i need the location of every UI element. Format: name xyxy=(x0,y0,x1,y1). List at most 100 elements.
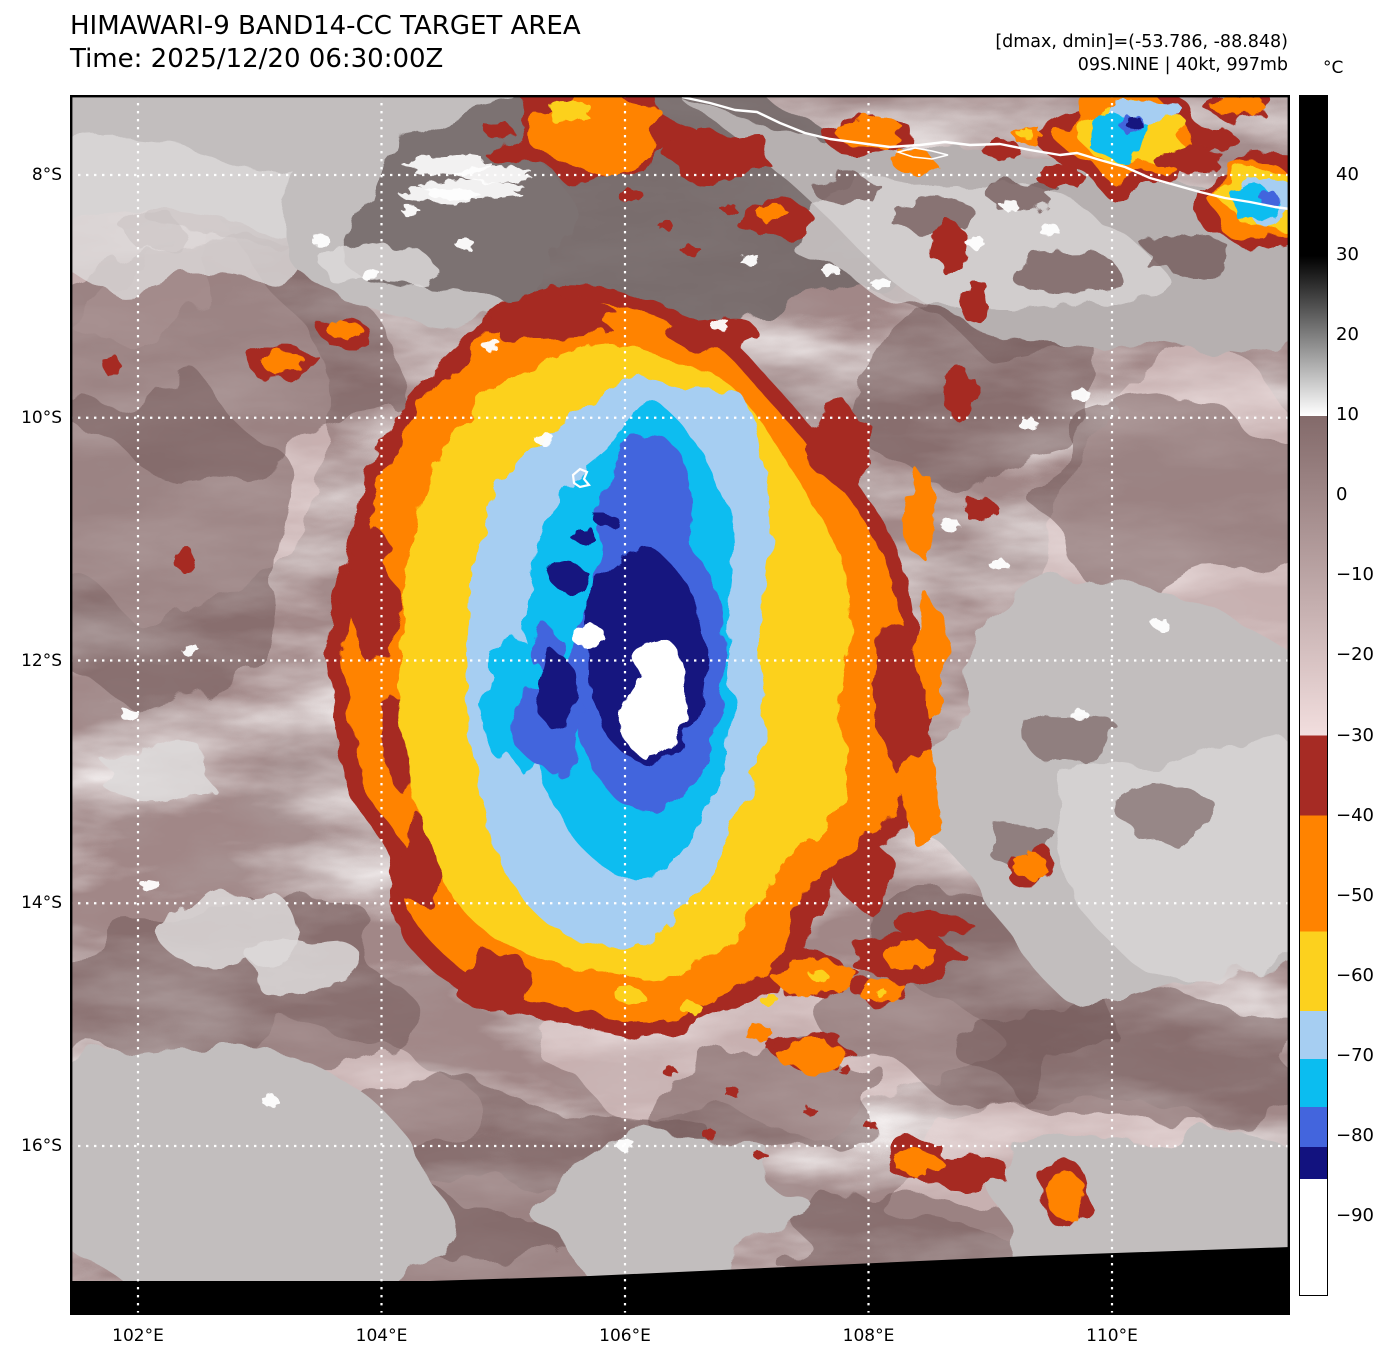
white-speck xyxy=(989,558,1010,572)
white-speck xyxy=(362,268,380,282)
storm-red-fringe xyxy=(455,947,538,1012)
cell-orange xyxy=(835,114,903,149)
java-maroon-hole xyxy=(1140,231,1230,279)
page-title: HIMAWARI-9 BAND14-CC TARGET AREA xyxy=(70,11,581,41)
x-axis-tick-label: 102°E xyxy=(112,1326,164,1346)
coastline-islet xyxy=(895,147,949,160)
x-axis-tick-label: 110°E xyxy=(1086,1326,1138,1346)
colorbar-tick-label: 30 xyxy=(1336,244,1359,266)
white-speck xyxy=(709,319,730,332)
maroon-cloud-patch xyxy=(1025,395,1290,594)
white-speck xyxy=(1040,223,1059,237)
cell-yellow xyxy=(1017,127,1033,139)
coastline-island xyxy=(571,467,592,489)
storm-white-spot xyxy=(573,623,605,648)
java-maroon-hole xyxy=(813,172,880,205)
red-speck xyxy=(1153,144,1222,174)
white-speck xyxy=(821,264,839,276)
satellite-map: Copyright © 2020-2025 Dapiya xyxy=(70,95,1290,1315)
storm-red-fringe xyxy=(808,400,872,493)
white-speck xyxy=(964,236,985,249)
colorbar-tick-label: −80 xyxy=(1336,1124,1374,1146)
graticule xyxy=(70,95,1290,1315)
cell-orange xyxy=(261,348,304,374)
red-speck xyxy=(175,546,197,574)
cell-orange xyxy=(894,1146,944,1177)
white-speck xyxy=(1149,619,1171,632)
cell-red xyxy=(663,129,775,187)
cell-yellow xyxy=(548,100,590,123)
colorbar-tick-label: −50 xyxy=(1336,884,1374,906)
red-speck xyxy=(661,1065,679,1077)
red-speck xyxy=(656,220,674,231)
colorbar-tick-label: −70 xyxy=(1336,1044,1374,1066)
maroon-cloud-patch xyxy=(70,367,293,710)
cell-orange xyxy=(883,939,936,970)
gray-cloud-right-highlight xyxy=(1054,743,1290,981)
cell-orange xyxy=(1210,95,1267,115)
red-speck xyxy=(1197,128,1240,152)
x-axis-tick-label: 108°E xyxy=(842,1326,895,1346)
red-speck xyxy=(764,1041,775,1050)
colorbar-tick-label: −60 xyxy=(1336,964,1374,986)
white-speck xyxy=(999,198,1020,213)
y-axis-tick-label: 14°S xyxy=(21,893,62,914)
red-speck xyxy=(679,244,702,256)
storm-yellow-speck xyxy=(679,1000,703,1014)
white-cloud-strip xyxy=(399,187,481,205)
storm-yellow-speck xyxy=(614,986,646,1005)
red-speck xyxy=(862,1121,876,1129)
colorbar-unit-label: °C xyxy=(1323,58,1344,78)
white-speck xyxy=(1018,418,1041,431)
cell-orange xyxy=(753,204,790,224)
x-axis-tick-label: 106°E xyxy=(599,1326,651,1346)
white-speck xyxy=(121,708,140,722)
y-axis-tick-label: 12°S xyxy=(21,650,62,671)
white-speck xyxy=(312,233,330,246)
gray-cloud-small xyxy=(244,940,362,999)
convective-cells xyxy=(102,95,1290,1231)
colorbar-gradient xyxy=(1299,95,1328,1296)
white-speck xyxy=(400,204,421,216)
colorbar-tick-label: −40 xyxy=(1336,804,1374,826)
dmax-dmin-readout: [dmax, dmin]=(-53.786, -88.848) xyxy=(995,32,1288,52)
red-speck xyxy=(802,1106,817,1116)
red-speck xyxy=(724,1087,739,1098)
red-speck xyxy=(754,1150,767,1160)
colorbar-tick-label: −30 xyxy=(1336,724,1374,746)
colorbar-tick-label: 20 xyxy=(1336,324,1359,346)
satellite-image xyxy=(70,95,1290,1315)
map-layers xyxy=(70,95,1290,1315)
cell-royal xyxy=(1258,191,1279,208)
white-speck xyxy=(181,644,201,657)
cell-orange xyxy=(778,1036,847,1075)
header-right: [dmax, dmin]=(-53.786, -88.848) 09S.NINE… xyxy=(995,31,1288,77)
coastlines xyxy=(571,95,1290,489)
white-speck xyxy=(260,1093,280,1107)
storm-navy-patch xyxy=(547,562,593,592)
gray-maroon-hole xyxy=(1025,713,1115,762)
storm-red-fringe xyxy=(834,835,897,919)
white-speck xyxy=(139,879,160,891)
red-speck xyxy=(838,1066,852,1075)
red-speck xyxy=(102,353,122,378)
storm-navy-patch xyxy=(596,515,620,530)
cell-orange xyxy=(891,148,939,176)
java-maroon-hole xyxy=(1012,253,1125,294)
storm-navy-patch xyxy=(568,527,595,545)
storm-red-fringe xyxy=(492,294,614,341)
storm-orange-streak xyxy=(903,749,940,847)
storm-red-fringe xyxy=(341,526,401,660)
storm-orange-streak xyxy=(914,593,951,720)
red-speck xyxy=(1037,163,1086,189)
red-speck xyxy=(720,204,739,216)
white-speck xyxy=(480,339,500,352)
red-speck xyxy=(701,1130,718,1141)
red-speck xyxy=(906,964,927,980)
coastline-java xyxy=(681,95,1290,211)
maroon-cloud-patch xyxy=(953,990,1290,1125)
red-speck xyxy=(959,281,989,326)
gray-cloud-bottomcenter xyxy=(525,1125,817,1299)
cell-orange xyxy=(1012,851,1049,882)
cell-orange xyxy=(745,1023,773,1041)
